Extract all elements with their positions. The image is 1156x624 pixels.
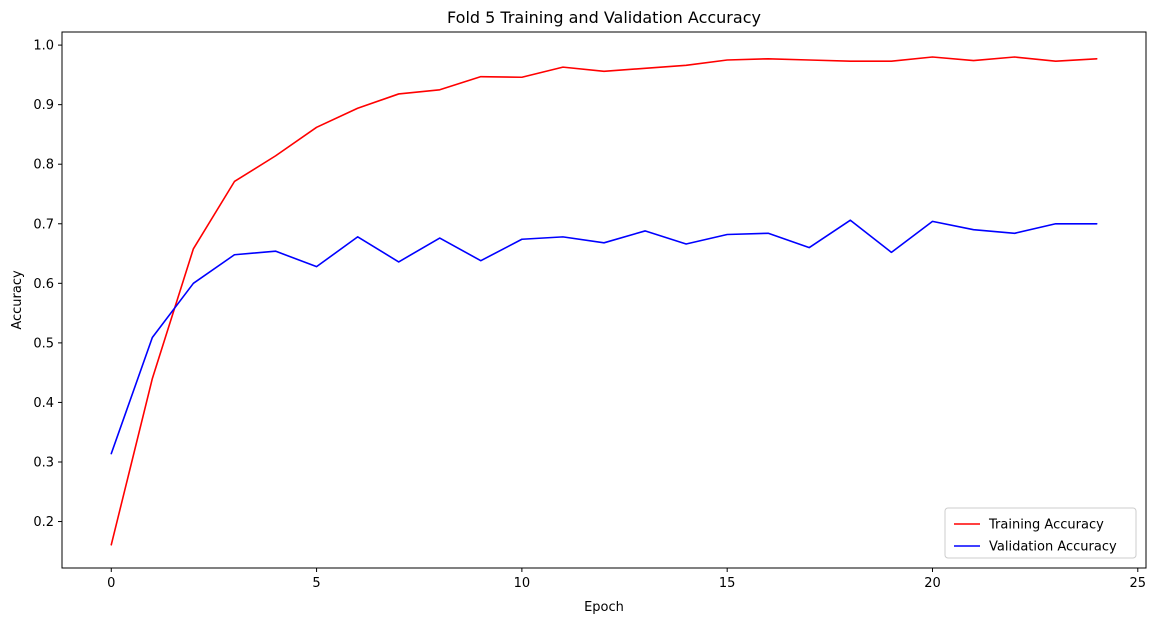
y-axis-ticks: 0.2 0.3 0.4 0.5 0.6 0.7 0.8 0.9 1.0 <box>33 39 62 530</box>
x-tick-label: 15 <box>719 576 736 591</box>
series-line-validation-accuracy <box>110 219 1098 455</box>
legend-label: Training Accuracy <box>988 518 1104 533</box>
y-tick-label: 0.5 <box>33 336 54 351</box>
series-layer <box>110 56 1098 546</box>
x-tick-label: 0 <box>107 576 115 591</box>
x-axis-ticks: 0 5 10 15 20 25 <box>107 568 1146 591</box>
y-tick-label: 0.7 <box>33 217 54 232</box>
series-line-training-accuracy <box>110 56 1098 546</box>
y-tick-label: 0.6 <box>33 277 54 292</box>
x-tick-label: 20 <box>924 576 941 591</box>
y-axis-label: Accuracy <box>10 270 25 330</box>
y-tick-label: 0.3 <box>33 455 54 470</box>
legend: Training Accuracy Validation Accuracy <box>944 507 1137 559</box>
plot-area-frame <box>61 31 1147 569</box>
x-tick-label: 5 <box>312 576 320 591</box>
legend-box <box>944 507 1137 559</box>
y-tick-label: 0.9 <box>33 98 54 113</box>
y-tick-label: 1.0 <box>33 39 54 54</box>
y-tick-label: 0.2 <box>33 515 54 530</box>
legend-label: Validation Accuracy <box>989 540 1117 555</box>
x-tick-label: 10 <box>514 576 531 591</box>
x-tick-label: 25 <box>1130 576 1147 591</box>
chart-title: Fold 5 Training and Validation Accuracy <box>447 8 761 27</box>
y-tick-label: 0.8 <box>33 158 54 173</box>
x-axis-label: Epoch <box>584 600 624 615</box>
y-tick-label: 0.4 <box>33 396 54 411</box>
